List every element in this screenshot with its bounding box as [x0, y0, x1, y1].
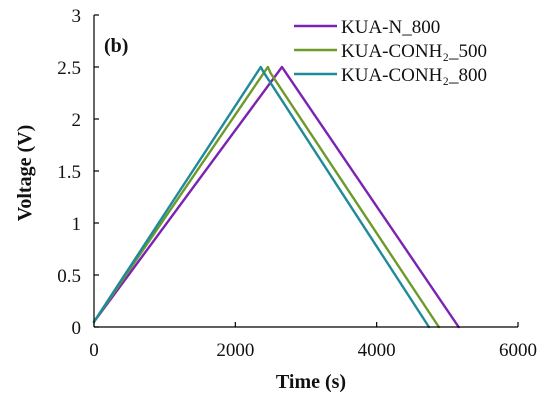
legend: KUA-N_800 KUA-CONH₂_500 KUA-CONH₂_800	[294, 17, 487, 86]
panel-label: (b)	[104, 35, 128, 57]
x-tick-label: 4000	[358, 340, 396, 361]
legend-label-1: KUA-N_800	[341, 17, 440, 38]
y-tick-label: 0	[72, 318, 82, 339]
y-tick-label: 0.5	[57, 266, 81, 287]
y-tick-label: 2.5	[57, 58, 81, 79]
plot-layer	[92, 65, 460, 329]
x-tick-label: 6000	[499, 340, 537, 361]
y-tick-label: 2	[72, 110, 82, 131]
series-line-1	[92, 65, 460, 329]
y-tick-label: 1	[72, 214, 82, 235]
labels-layer: (b) Time (s) Voltage (V)	[14, 35, 346, 393]
legend-label-3: KUA-CONH₂_800	[341, 65, 487, 86]
series-line-3	[92, 65, 431, 329]
x-tick-label: 2000	[216, 340, 254, 361]
series-line-2	[92, 65, 441, 329]
x-axis-title: Time (s)	[276, 371, 346, 393]
y-tick-label: 3	[72, 6, 82, 27]
y-axis-title: Voltage (V)	[14, 125, 36, 221]
axes-layer: 0 2000 4000 6000 0 0.5 1 1.5 2 2.5 3	[57, 6, 537, 361]
y-tick-label: 1.5	[57, 162, 81, 183]
x-tick-label: 0	[89, 340, 99, 361]
legend-label-2: KUA-CONH₂_500	[341, 41, 487, 62]
